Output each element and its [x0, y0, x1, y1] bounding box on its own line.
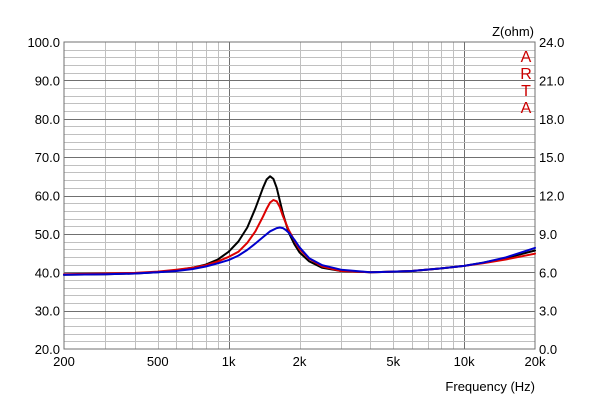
y-tick-label: 90.0 [35, 73, 60, 88]
y-tick-label: 100.0 [27, 35, 60, 50]
y-tick-label: 40.0 [35, 265, 60, 280]
x-axis-label: Frequency (Hz) [445, 379, 535, 394]
grid-lines [64, 42, 535, 349]
y-tick-label: 30.0 [35, 304, 60, 319]
x-axis: 200 500 1k 2k 5k 10k 20k [53, 354, 546, 369]
y-tick-label: 20.0 [35, 342, 60, 357]
watermark-letter: A [521, 100, 532, 117]
y-tick-label: 70.0 [35, 150, 60, 165]
series-line-3 [63, 226, 536, 276]
y2-tick-label: 6.0 [539, 265, 557, 280]
y-axis-right: 0.0 3.0 6.0 9.0 12.0 15.0 18.0 21.0 24.0 [539, 35, 564, 357]
y2-tick-label: 3.0 [539, 304, 557, 319]
x-tick-label: 10k [454, 354, 475, 369]
y2-tick-label: 9.0 [539, 227, 557, 242]
y-tick-label: 60.0 [35, 189, 60, 204]
watermark-letter: T [521, 83, 531, 100]
y-axis-left: 20.0 30.0 40.0 50.0 60.0 70.0 80.0 90.0 100.0 [27, 35, 60, 357]
y2-tick-label: 18.0 [539, 112, 564, 127]
plot-area [64, 42, 535, 349]
y2-tick-label: 12.0 [539, 189, 564, 204]
series-curves [63, 175, 536, 276]
y2-tick-label: 24.0 [539, 35, 564, 50]
y2-tick-label: 15.0 [539, 150, 564, 165]
x-tick-label: 2k [293, 354, 307, 369]
y2-tick-label: 0.0 [539, 342, 557, 357]
y2-axis-label: Z(ohm) [492, 24, 534, 39]
y-tick-label: 50.0 [35, 227, 60, 242]
x-tick-label: 20k [525, 354, 546, 369]
x-tick-label: 200 [53, 354, 75, 369]
x-tick-label: 1k [222, 354, 236, 369]
plot-border [63, 41, 536, 350]
x-tick-label: 500 [147, 354, 169, 369]
watermark-letter: R [520, 66, 532, 83]
x-tick-label: 5k [386, 354, 400, 369]
watermark-letter: A [521, 49, 532, 66]
y2-tick-label: 21.0 [539, 73, 564, 88]
y-tick-label: 80.0 [35, 112, 60, 127]
